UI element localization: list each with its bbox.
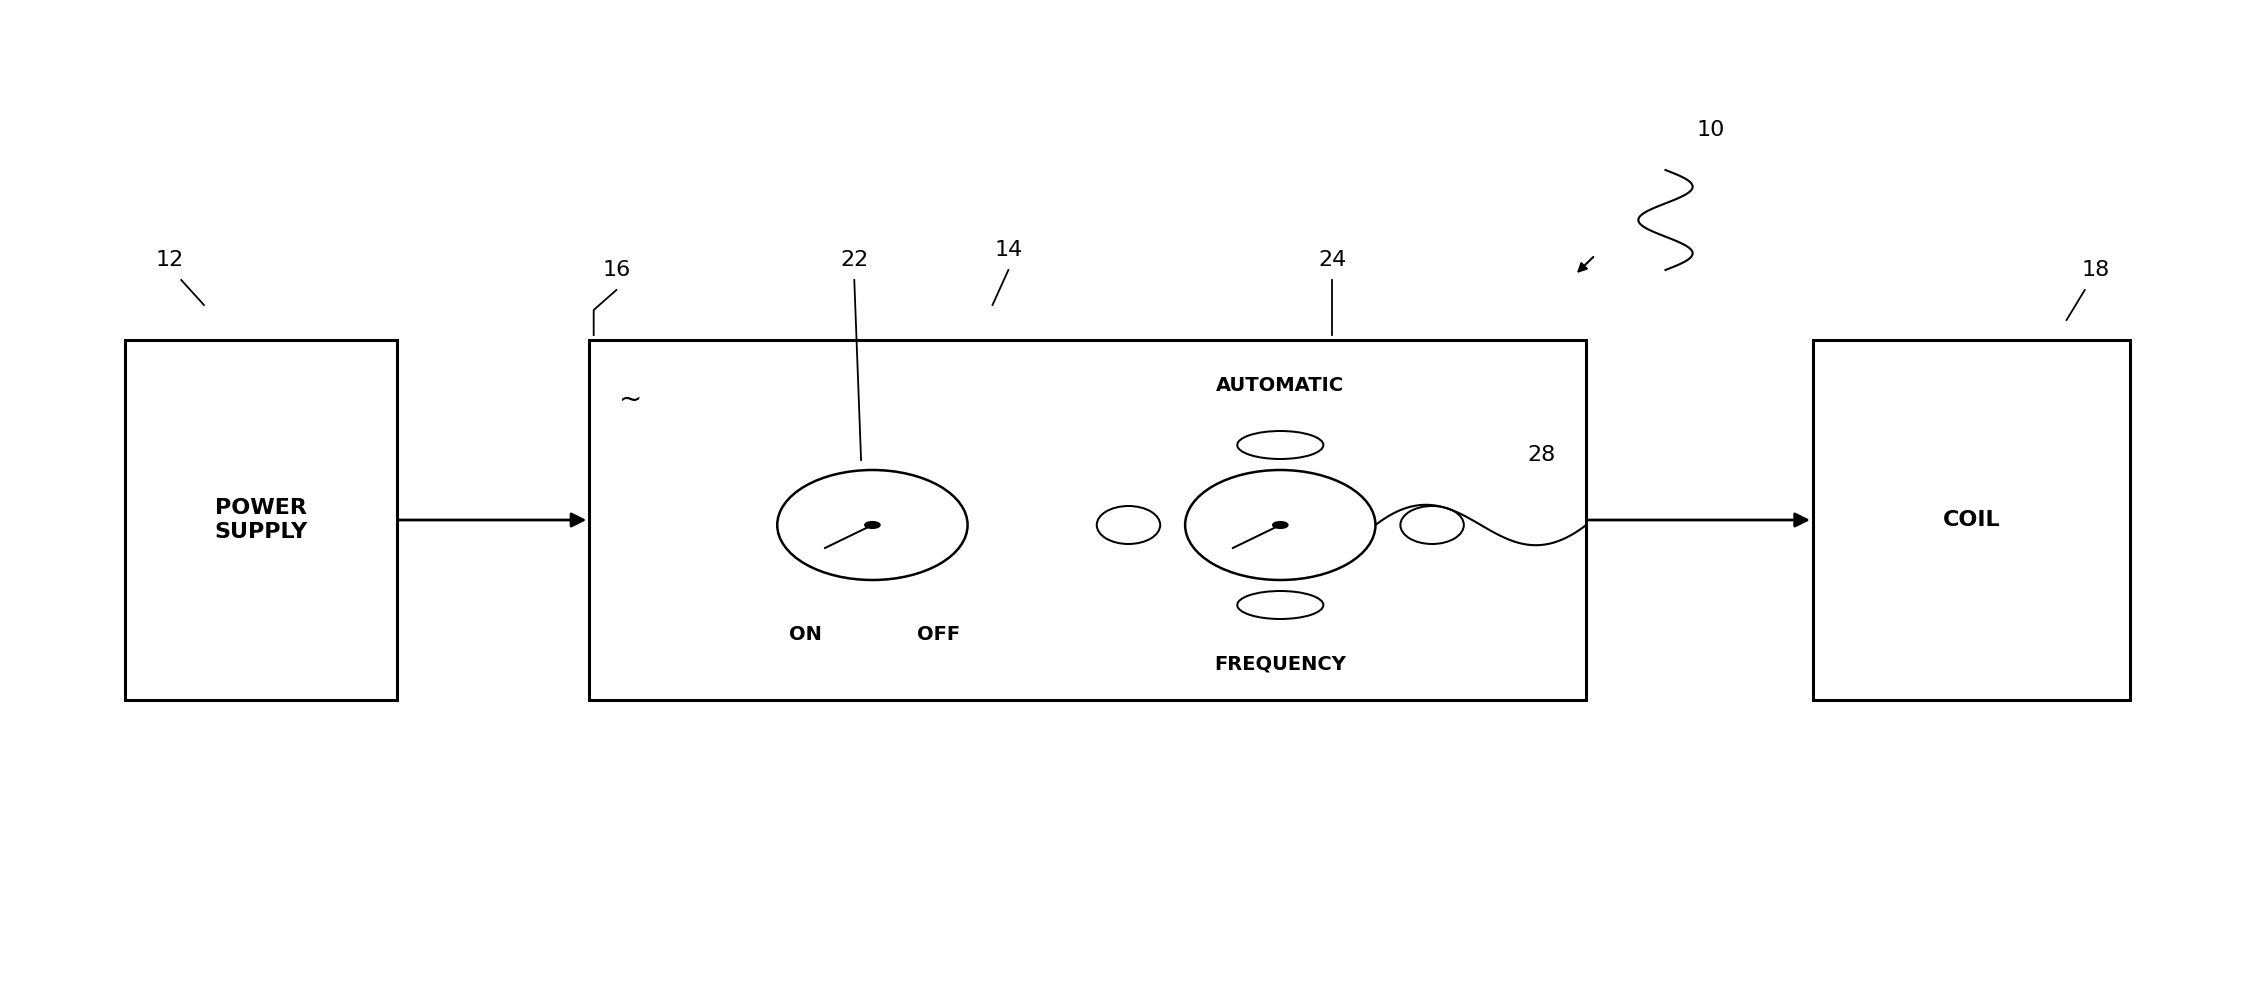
Text: 16: 16 bbox=[603, 260, 630, 280]
Bar bbox=[1813, 340, 2130, 700]
Text: FREQUENCY: FREQUENCY bbox=[1215, 655, 1346, 674]
Ellipse shape bbox=[1185, 470, 1375, 580]
Text: POWER
SUPPLY: POWER SUPPLY bbox=[213, 498, 308, 542]
Ellipse shape bbox=[1400, 506, 1464, 544]
Text: 18: 18 bbox=[2082, 260, 2110, 280]
Bar bbox=[125, 340, 397, 700]
Text: COIL: COIL bbox=[1942, 510, 2001, 530]
Text: 10: 10 bbox=[1697, 120, 1724, 140]
Text: OFF: OFF bbox=[918, 625, 961, 644]
Ellipse shape bbox=[1097, 506, 1160, 544]
Circle shape bbox=[1273, 522, 1287, 528]
Text: 22: 22 bbox=[841, 250, 868, 270]
Text: ON: ON bbox=[789, 625, 823, 644]
Text: ~: ~ bbox=[619, 386, 641, 414]
Bar bbox=[589, 340, 1586, 700]
Ellipse shape bbox=[1237, 431, 1323, 459]
Circle shape bbox=[866, 522, 879, 528]
Ellipse shape bbox=[777, 470, 968, 580]
Text: 14: 14 bbox=[995, 240, 1022, 260]
Text: AUTOMATIC: AUTOMATIC bbox=[1217, 376, 1344, 395]
Text: 12: 12 bbox=[156, 250, 184, 270]
Text: 24: 24 bbox=[1319, 250, 1346, 270]
Ellipse shape bbox=[1237, 591, 1323, 619]
Text: 28: 28 bbox=[1527, 445, 1554, 465]
